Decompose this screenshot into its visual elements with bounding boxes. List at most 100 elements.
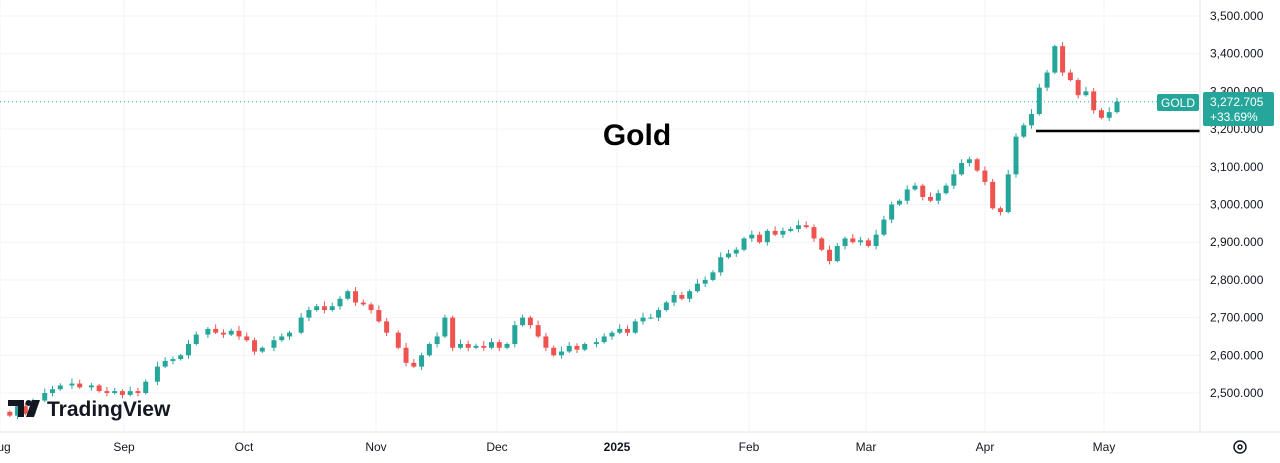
y-tick-label: 2,800.000 [1210,273,1264,287]
candle [450,315,456,352]
candle [329,302,335,312]
candle [687,289,693,303]
x-tick-label: Sep [113,440,135,454]
settings-icon[interactable] [1233,440,1247,454]
candle [236,325,242,340]
candle [566,342,572,354]
candle [982,166,988,186]
candle [865,238,871,248]
candle [663,301,669,312]
candle [368,302,374,314]
candle [733,247,739,257]
candle [811,224,817,242]
candle [535,320,541,338]
candle [896,199,902,207]
candle [178,353,184,361]
candle [321,301,327,314]
candle [271,336,277,352]
candle [434,332,440,348]
x-tick-label: Nov [365,440,386,454]
candle [185,339,191,359]
x-tick-label: Oct [235,440,254,454]
candle [632,319,638,335]
candle [1114,97,1120,114]
candle [609,330,615,340]
y-tick-label: 3,500.000 [1210,9,1264,23]
x-tick-label: Apr [976,440,995,454]
candle [873,229,879,250]
time-axis[interactable]: Aug Sep Oct Nov Dec 2025 Feb Mar Apr May [0,440,1115,454]
candle [928,192,934,203]
candle [57,383,63,391]
candle [1044,69,1050,92]
candle [574,343,580,354]
candle [228,328,234,337]
y-tick-label: 3,400.000 [1210,47,1264,61]
candle [306,306,312,321]
candle [88,382,94,391]
candle [648,313,654,320]
candle [1029,109,1035,129]
candle [772,226,778,237]
candle [757,231,763,244]
candle [1067,69,1073,82]
candle [920,183,926,201]
candle [543,333,549,352]
candle [162,357,168,369]
candle [96,383,102,393]
candle [193,331,199,346]
x-tick-label: 2025 [604,440,631,454]
candle [473,343,479,350]
candle [741,236,747,252]
y-tick-label: 3,100.000 [1210,160,1264,174]
candle [718,252,724,276]
tradingview-logo: TradingView [8,398,171,421]
candle [298,313,304,335]
candle [959,159,965,176]
candle [457,339,463,350]
candle [1075,78,1081,99]
last-price-label: 3,272.705 [1210,95,1264,109]
price-axis[interactable]: 2,500.000 2,600.000 2,700.000 2,800.000 2,90… [1210,9,1264,400]
symbol-label: GOLD [1161,96,1195,110]
candle [997,206,1003,216]
candlestick-series [7,42,1120,420]
candle [1036,83,1042,116]
candle [795,220,801,233]
y-tick-label: 2,500.000 [1210,386,1264,400]
candle [640,312,646,325]
candle [170,356,176,365]
candle [77,379,83,389]
candle [1091,88,1097,114]
x-tick-label: Dec [486,440,507,454]
candle [104,386,110,397]
candle [481,340,487,352]
candle [512,320,518,348]
candle [411,359,417,369]
candle [489,338,495,350]
candle [154,361,160,386]
grid-lines [0,0,1200,432]
candle [974,157,980,173]
candle [679,291,685,301]
candle [426,342,432,357]
candle [1013,133,1019,178]
candle [213,324,219,335]
candle [990,178,996,210]
y-tick-label: 3,000.000 [1210,198,1264,212]
candle [935,189,941,205]
candle [889,201,895,223]
candle [617,324,623,335]
candle [819,236,825,252]
candle [395,330,401,350]
chart-title: Gold [603,119,671,152]
candle [803,221,809,229]
candle [360,299,366,306]
candle [244,332,250,342]
candle [69,378,75,389]
candle [384,317,390,337]
candle [520,314,526,327]
x-tick-label: May [1093,440,1116,454]
candle [842,236,848,250]
